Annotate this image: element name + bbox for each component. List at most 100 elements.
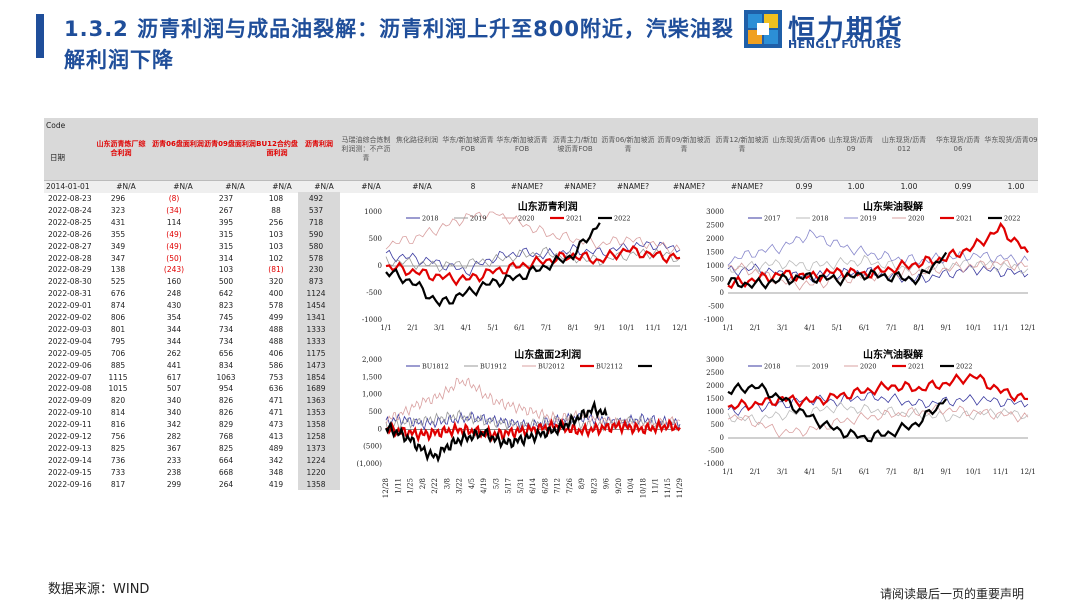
row-value: 488 bbox=[268, 324, 284, 334]
x-tick-label: 2/1 bbox=[750, 468, 761, 476]
series-line bbox=[385, 245, 681, 287]
row-date: 2022-09-06 bbox=[48, 360, 92, 370]
first-row-value: 0.99 bbox=[954, 182, 972, 191]
x-tick-label: 3/1 bbox=[777, 324, 788, 332]
y-tick-label: 1000 bbox=[706, 262, 724, 270]
chart-title: 山东汽油裂解 bbox=[863, 348, 923, 361]
first-row-value: #N/A bbox=[361, 182, 381, 191]
row-value: 114 bbox=[166, 217, 182, 227]
company-logo: 恒力期货 HENGLI FUTURES bbox=[744, 10, 914, 54]
column-header: 华东现货/沥青09 bbox=[984, 136, 1038, 144]
row-value: 718 bbox=[308, 217, 324, 227]
row-date: 2022-09-16 bbox=[48, 479, 92, 489]
row-date: 2022-09-04 bbox=[48, 336, 92, 346]
x-tick-label: 12/28 bbox=[382, 478, 390, 498]
column-header: 华东现货/沥青06 bbox=[935, 136, 981, 153]
row-value: 103 bbox=[268, 241, 284, 251]
legend-label: 2018 bbox=[422, 215, 439, 223]
column-header: 沥青06/新加坡沥青 bbox=[601, 136, 655, 153]
chart-futures-profit: 2,000 1,500 1,000 500 0 (500) (1,000) 12/28 1/11… bbox=[348, 346, 688, 498]
legend-label: 2021 bbox=[566, 215, 583, 223]
x-tick-label: 7/1 bbox=[541, 324, 552, 332]
legend-label: 2020 bbox=[860, 363, 877, 371]
series-line bbox=[727, 381, 948, 443]
y-tick-label: 500 bbox=[369, 235, 382, 243]
x-tick-label: 2/1 bbox=[407, 324, 418, 332]
row-value: 817 bbox=[110, 479, 126, 489]
x-tick-label: 1/1 bbox=[722, 324, 733, 332]
row-value: 1689 bbox=[306, 384, 326, 394]
series-line bbox=[727, 254, 1029, 274]
row-value: 315 bbox=[218, 241, 234, 251]
row-value: 954 bbox=[218, 384, 234, 394]
x-tick-label: 10/1 bbox=[619, 324, 635, 332]
column-header: 华东/新加坡沥青FOB bbox=[442, 136, 494, 153]
row-value: (49) bbox=[166, 229, 182, 239]
row-value: 400 bbox=[268, 289, 284, 299]
row-value: 642 bbox=[218, 289, 234, 299]
row-value: 138 bbox=[110, 265, 126, 275]
row-value: 825 bbox=[218, 443, 234, 453]
row-value: 1220 bbox=[306, 467, 326, 477]
chart-diesel-crack: 3000 2500 2000 1500 1000 500 0 -500 -1000 1/1 2/1 3… bbox=[690, 198, 1036, 346]
row-value: 664 bbox=[218, 455, 234, 465]
row-value: 525 bbox=[110, 277, 126, 287]
series-line bbox=[385, 241, 681, 277]
row-date: 2022-09-12 bbox=[48, 432, 92, 441]
row-value: 1063 bbox=[216, 372, 236, 382]
row-value: 160 bbox=[166, 277, 182, 287]
first-row-value: #N/A bbox=[225, 182, 245, 191]
row-value: 801 bbox=[110, 324, 126, 334]
x-tick-label: 9/1 bbox=[941, 324, 952, 332]
first-row-value: 1.00 bbox=[900, 182, 918, 191]
column-header: 沥青09盘面利润 bbox=[204, 140, 256, 148]
y-tick-label: 0 bbox=[378, 425, 382, 433]
row-value: 1358 bbox=[306, 420, 326, 430]
x-tick-label: 6/1 bbox=[859, 324, 870, 332]
legend-label: BU2112 bbox=[596, 363, 623, 371]
column-header: 华东/新加坡沥青FOB bbox=[496, 136, 548, 153]
row-value: 734 bbox=[218, 336, 234, 346]
x-tick-label: 9/20 bbox=[615, 478, 623, 494]
row-value: 1224 bbox=[306, 455, 326, 465]
y-tick-label: 1,500 bbox=[362, 373, 382, 381]
row-value: 1454 bbox=[306, 301, 326, 311]
row-value: 492 bbox=[308, 194, 324, 203]
row-value: 1333 bbox=[306, 336, 326, 346]
disclaimer-note: 请阅读最后一页的重要声明 bbox=[880, 587, 1025, 601]
row-value: 282 bbox=[166, 432, 182, 441]
legend-label: 2019 bbox=[860, 215, 877, 223]
row-date: 2022-09-07 bbox=[48, 372, 92, 382]
title-accent-bar bbox=[36, 14, 44, 58]
x-tick-label: 12/1 bbox=[1020, 468, 1036, 476]
x-tick-label: 1/11 bbox=[394, 478, 402, 494]
legend-label: 2021 bbox=[956, 215, 973, 223]
sheet-header bbox=[44, 118, 1038, 192]
row-value: 262 bbox=[166, 348, 182, 358]
first-row-value: #N/A bbox=[173, 182, 193, 191]
row-date: 2022-09-09 bbox=[48, 396, 92, 406]
x-tick-label: 11/1 bbox=[652, 478, 660, 494]
row-value: 1363 bbox=[306, 396, 326, 406]
y-tick-label: 1,000 bbox=[362, 391, 382, 399]
legend-label: 2017 bbox=[764, 215, 781, 223]
first-row-value: #N/A bbox=[314, 182, 334, 191]
row-value: 885 bbox=[110, 360, 126, 370]
row-value: 826 bbox=[218, 396, 234, 406]
row-value: 88 bbox=[271, 205, 281, 215]
legend-label: 2022 bbox=[956, 363, 973, 371]
row-value: 103 bbox=[218, 265, 234, 275]
row-value: 814 bbox=[110, 408, 126, 418]
y-tick-label: 1500 bbox=[706, 395, 724, 403]
row-value: 431 bbox=[110, 217, 126, 227]
row-value: 256 bbox=[268, 217, 284, 227]
row-date: 2022-09-03 bbox=[48, 324, 92, 334]
y-tick-label: 500 bbox=[369, 408, 382, 416]
row-value: 500 bbox=[218, 277, 234, 287]
row-value: 1333 bbox=[306, 324, 326, 334]
column-header: BU12合约盘面利润 bbox=[256, 140, 298, 157]
column-header: 沥青主力/新加坡沥青FOB bbox=[552, 136, 598, 153]
row-value: 323 bbox=[110, 205, 126, 215]
